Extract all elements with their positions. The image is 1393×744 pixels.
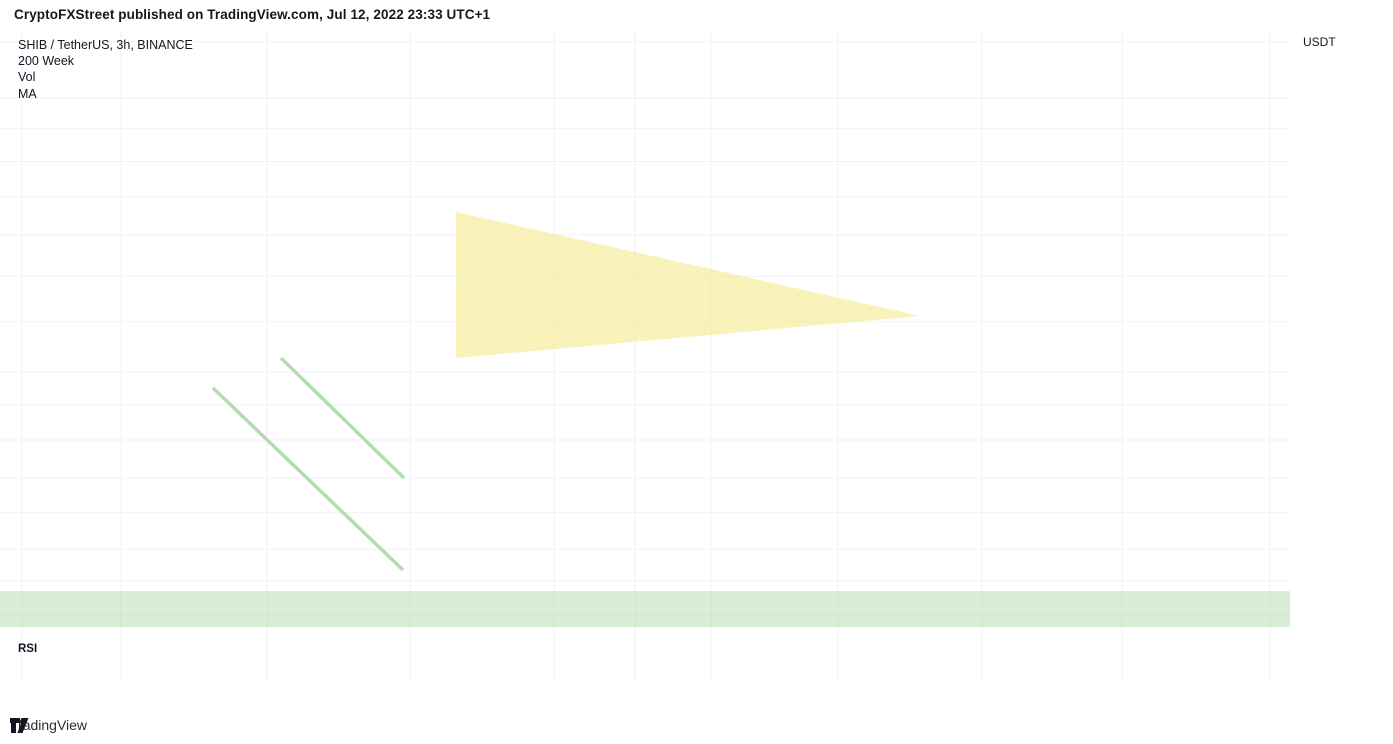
tradingview-logo-icon — [10, 718, 29, 733]
legend-symbol-row: SHIB / TetherUS, 3h, BINANCE — [18, 37, 193, 53]
chart-legend[interactable]: SHIB / TetherUS, 3h, BINANCE 200 Week Vo… — [18, 37, 193, 102]
indicator-label-200week: 200 Week — [18, 54, 75, 69]
green-highlight-band — [0, 591, 1290, 627]
indicator-label-vol: Vol — [18, 70, 36, 85]
green-channel-line-1 — [211, 386, 405, 572]
price-axis[interactable] — [1290, 30, 1393, 682]
tradingview-logo[interactable]: TradingView — [10, 717, 87, 733]
tradingview-logo-text: TradingView — [10, 717, 88, 733]
green-channel-line-2 — [279, 356, 406, 480]
pennant-triangle — [456, 212, 920, 358]
price-axis-currency-label: USDT — [1303, 35, 1336, 49]
publish-attribution: CryptoFXStreet published on TradingView.… — [14, 7, 491, 22]
time-axis[interactable] — [0, 682, 1290, 705]
symbol-title: SHIB / TetherUS, 3h, BINANCE — [18, 38, 193, 52]
rsi-indicator-label: RSI — [18, 643, 38, 655]
indicator-label-ma: MA — [18, 86, 37, 101]
